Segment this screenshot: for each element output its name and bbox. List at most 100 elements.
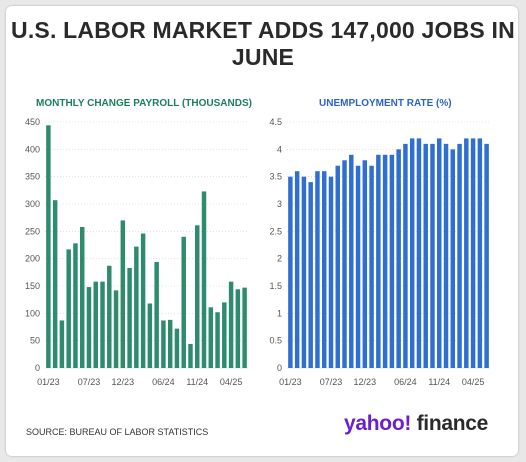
payroll-x-tick-label: 01/23 [37, 377, 60, 387]
payroll-bar [201, 191, 207, 368]
unemployment-bar [389, 154, 395, 368]
payroll-bar [147, 303, 153, 368]
unemployment-y-tick-label: 4 [277, 144, 282, 154]
payroll-x-tick-label: 11/24 [186, 377, 208, 387]
payroll-chart-title: MONTHLY CHANGE PAYROLL (THOUSANDS) [36, 98, 252, 109]
payroll-bar [46, 125, 51, 368]
payroll-y-tick-label: 0 [35, 363, 40, 373]
unemployment-y-tick-label: 3.5 [269, 172, 282, 182]
payroll-bar [93, 281, 98, 368]
payroll-bar [120, 220, 126, 368]
payroll-y-tick-label: 450 [25, 117, 40, 127]
payroll-y-tick-label: 400 [25, 144, 40, 154]
payroll-bar [127, 267, 132, 368]
payroll-bar [235, 289, 241, 368]
unemployment-bar [416, 138, 422, 368]
unemployment-bar [403, 143, 408, 368]
unemployment-bar [342, 160, 347, 368]
unemployment-bar [484, 143, 489, 368]
payroll-bar [174, 328, 180, 368]
unemployment-y-tick-label: 1.5 [269, 281, 282, 291]
unemployment-bar [437, 138, 442, 368]
payroll-bar [208, 307, 214, 368]
payroll-bar [113, 290, 119, 368]
unemployment-bar [294, 171, 300, 368]
payroll-bar [188, 343, 193, 368]
payroll-bar [66, 249, 71, 368]
payroll-bar [242, 287, 247, 368]
unemployment-bar [349, 154, 354, 368]
unemployment-bar [382, 154, 388, 368]
payroll-y-tick-label: 100 [25, 308, 40, 318]
unemployment-bar [443, 143, 449, 368]
unemployment-bar [288, 176, 293, 368]
payroll-bar [107, 265, 112, 368]
logo-finance-text: finance [416, 412, 489, 435]
unemployment-bar [335, 165, 340, 368]
payroll-y-tick-label: 200 [25, 254, 40, 264]
unemployment-x-tick-label: 12/23 [354, 377, 377, 387]
payroll-bar [52, 200, 58, 368]
unemployment-x-tick-label: 01/23 [279, 377, 302, 387]
payroll-bar [181, 236, 186, 368]
payroll-bar [100, 281, 105, 368]
unemployment-bar [470, 138, 476, 368]
payroll-bar [86, 287, 92, 368]
unemployment-x-tick-label: 06/24 [394, 377, 417, 387]
unemployment-bar [464, 138, 469, 368]
unemployment-y-tick-label: 0 [277, 363, 282, 373]
unemployment-x-tick-label: 04/25 [462, 377, 485, 387]
payroll-x-tick-label: 07/23 [78, 377, 101, 387]
payroll-bar [215, 312, 220, 368]
yahoo-finance-logo: yahoo! finance [344, 412, 488, 436]
logo-yahoo-text: yahoo! [344, 412, 412, 435]
unemployment-bar [315, 171, 320, 368]
unemployment-x-tick-label: 11/24 [428, 377, 450, 387]
payroll-y-tick-label: 300 [25, 199, 40, 209]
unemployment-bar [301, 176, 307, 368]
payroll-bar [59, 320, 65, 368]
payroll-bar [73, 243, 78, 368]
unemployment-x-tick-label: 07/23 [320, 377, 343, 387]
unemployment-bar [450, 149, 456, 368]
unemployment-bar [376, 154, 381, 368]
unemployment-bar [477, 138, 483, 368]
payroll-y-tick-label: 150 [25, 281, 40, 291]
payroll-bar [228, 281, 234, 368]
page-title: U.S. LABOR MARKET ADDS 147,000 JOBS IN J… [11, 17, 515, 70]
unemployment-bar [362, 160, 368, 368]
unemployment-bar [396, 149, 401, 368]
unemployment-bar [369, 165, 374, 368]
payroll-bar [167, 319, 173, 368]
payroll-bar [79, 226, 85, 368]
unemployment-bar [328, 176, 334, 368]
payroll-x-tick-label: 06/24 [152, 377, 175, 387]
payroll-x-tick-label: 12/23 [112, 377, 135, 387]
payroll-bar [154, 261, 159, 368]
unemployment-bar [409, 138, 415, 368]
unemployment-y-tick-label: 1 [277, 308, 282, 318]
unemployment-bar [355, 165, 361, 368]
unemployment-chart-title: UNEMPLOYMENT RATE (%) [319, 98, 452, 109]
unemployment-y-tick-label: 0.5 [269, 336, 282, 346]
payroll-bar [222, 302, 227, 368]
payroll-bar [195, 225, 200, 368]
unemployment-bar [321, 171, 327, 368]
unemployment-y-tick-label: 4.5 [269, 117, 282, 127]
payroll-y-tick-label: 250 [25, 226, 40, 236]
payroll-y-tick-label: 350 [25, 172, 40, 182]
unemployment-bar [308, 182, 313, 368]
unemployment-bar [423, 143, 428, 368]
unemployment-y-tick-label: 2.5 [269, 226, 282, 236]
payroll-bar [161, 320, 166, 368]
payroll-bar [140, 233, 146, 368]
unemployment-bar [430, 143, 435, 368]
payroll-y-tick-label: 50 [30, 336, 40, 346]
unemployment-bar [457, 143, 462, 368]
unemployment-y-tick-label: 3 [277, 199, 282, 209]
source-note: SOURCE: BUREAU OF LABOR STATISTICS [26, 427, 209, 437]
payroll-x-tick-label: 04/25 [220, 377, 243, 387]
payroll-bar [134, 246, 139, 368]
unemployment-y-tick-label: 2 [277, 254, 282, 264]
